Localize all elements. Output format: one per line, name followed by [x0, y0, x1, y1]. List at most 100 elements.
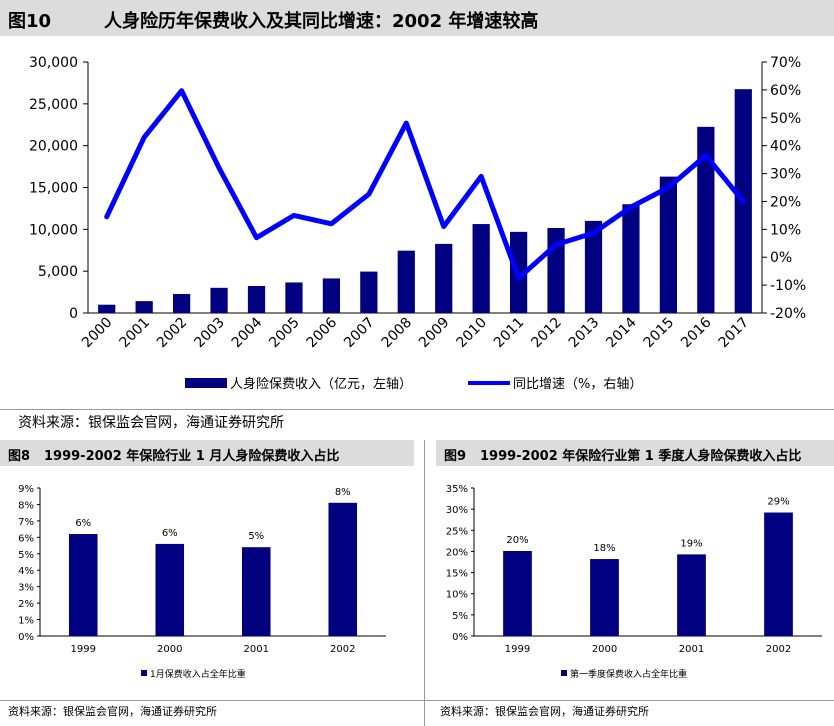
line-point: [442, 225, 446, 229]
bar: [68, 534, 98, 636]
fig8-title: 1999-2002 年保险行业 1 月人身险保费收入占比: [44, 449, 340, 464]
right-tick-label: 0%: [770, 250, 792, 266]
x-tick-label: 2015: [641, 315, 678, 352]
bar: [503, 551, 532, 636]
x-tick-label: 2002: [154, 315, 191, 352]
bar: [322, 278, 341, 313]
right-tick-label: 30%: [770, 167, 801, 183]
bar: [155, 543, 185, 636]
y-tick-label: 2%: [18, 599, 34, 610]
x-tick-label: 1999: [71, 644, 96, 655]
data-label: 6%: [162, 528, 178, 539]
x-tick-label: 1999: [505, 644, 530, 655]
line-point: [479, 174, 483, 178]
growth-line: [104, 88, 746, 281]
bar: [247, 285, 266, 313]
x-tick-label: 2007: [341, 315, 378, 352]
fig9-source: 资料来源：银保监会官网，海通证券研究所: [440, 705, 649, 718]
line-point: [666, 186, 670, 189]
chart-january-share: 0% 1% 2% 3% 4% 5% 6% 7% 8% 9% 6% 1999 6% 2000 5% 2001 8%…: [18, 484, 386, 680]
x-tick-label: 2000: [79, 315, 116, 352]
bar: [172, 294, 191, 313]
x-tick-label: 2017: [716, 315, 753, 352]
right-tick-label: 70%: [770, 55, 801, 71]
y-tick-label: 10%: [446, 590, 468, 601]
left-tick-label: 0: [69, 306, 78, 322]
line-point: [142, 135, 146, 139]
legend-bar-label: 人身险保费收入（亿元，左轴）: [230, 376, 412, 392]
bar: [241, 547, 271, 636]
x-tick-label: 2005: [266, 315, 303, 352]
bar: [590, 559, 619, 636]
line-point: [367, 192, 371, 196]
left-tick-label: 10,000: [29, 222, 78, 238]
x-tick-label: 2002: [766, 644, 791, 655]
bar: [584, 220, 603, 313]
y-tick-label: 6%: [18, 533, 34, 544]
y-tick-label: 9%: [18, 484, 34, 495]
fig10-title: 人身险历年保费收入及其同比增速：2002 年增速较高: [104, 11, 539, 32]
footer-divider: [0, 700, 834, 701]
fig9-title: 1999-2002 年保险行业第 1 季度人身险保费收入占比: [480, 449, 802, 464]
bar: [210, 287, 228, 313]
bar: [659, 176, 678, 313]
chart-premium-income: 0 5,000 10,000 15,000 20,000 25,000 30,000 -20%…: [29, 55, 806, 392]
right-tick-label: 50%: [770, 111, 801, 127]
bar: [697, 126, 715, 313]
line-point: [180, 89, 184, 93]
legend-label: 第一季度保费收入占全年比重: [570, 668, 687, 680]
data-label: 19%: [680, 538, 702, 549]
line-point: [704, 153, 708, 157]
fig10-header: 图10 人身险历年保费收入及其同比增速：2002 年增速较高: [0, 0, 834, 36]
y-tick-label: 0%: [18, 632, 34, 643]
line-point: [741, 199, 745, 203]
x-tick-label: 2008: [379, 315, 416, 352]
right-tick-label: -10%: [770, 278, 806, 294]
fig10-number: 图10: [8, 11, 52, 32]
left-tick-label: 30,000: [29, 55, 78, 71]
line-point: [105, 215, 109, 219]
y-tick-label: 3%: [18, 583, 34, 594]
left-tick-label: 20,000: [29, 139, 78, 155]
data-label: 29%: [767, 497, 789, 508]
right-tick-label: 10%: [770, 222, 801, 238]
fig10-source: 资料来源：银保监会官网，海通证券研究所: [18, 415, 284, 431]
legend-label: 1月保费收入占全年比重: [150, 668, 246, 680]
y-tick-label: 4%: [18, 566, 34, 577]
x-tick-label: 2001: [679, 644, 704, 655]
x-tick-label: 2004: [229, 314, 266, 351]
right-tick-label: 60%: [770, 83, 801, 99]
y-tick-label: 30%: [446, 505, 468, 516]
bar: [435, 243, 453, 313]
data-label: 5%: [248, 531, 264, 542]
y-tick-label: 25%: [446, 526, 468, 537]
x-tick-label: 2010: [453, 315, 490, 352]
x-tick-label: 2011: [491, 315, 528, 352]
y-tick-label: 1%: [18, 616, 34, 627]
x-tick-label: 2002: [330, 644, 355, 655]
bar: [135, 301, 153, 313]
x-tick-label: 2000: [592, 644, 617, 655]
fig9-number: 图9: [444, 449, 467, 464]
y-tick-label: 0%: [452, 632, 468, 643]
column-divider: [424, 440, 425, 726]
line-point: [517, 276, 521, 280]
y-tick-label: 15%: [446, 569, 468, 580]
x-tick-label: 2013: [566, 315, 603, 352]
x-tick-label: 2001: [244, 644, 269, 655]
left-tick-label: 15,000: [29, 181, 78, 197]
line-point: [592, 231, 595, 235]
y-tick-label: 5%: [452, 611, 468, 622]
x-tick-label: 2003: [191, 315, 228, 352]
chart-q1-share: 0% 5% 10% 15% 20% 25% 30% 35% 20% 1999 18% 2000 19% 2…: [446, 484, 822, 680]
x-tick-label: 2012: [528, 315, 565, 352]
line-point: [629, 205, 633, 209]
bar: [472, 224, 490, 313]
bar: [360, 271, 378, 313]
fig9-header: 图9 1999-2002 年保险行业第 1 季度人身险保费收入占比: [436, 440, 834, 466]
x-tick-label: 2006: [304, 314, 341, 351]
bar: [622, 204, 640, 313]
legend-swatch: [561, 670, 567, 676]
y-tick-label: 8%: [18, 500, 34, 511]
bar: [328, 502, 358, 636]
